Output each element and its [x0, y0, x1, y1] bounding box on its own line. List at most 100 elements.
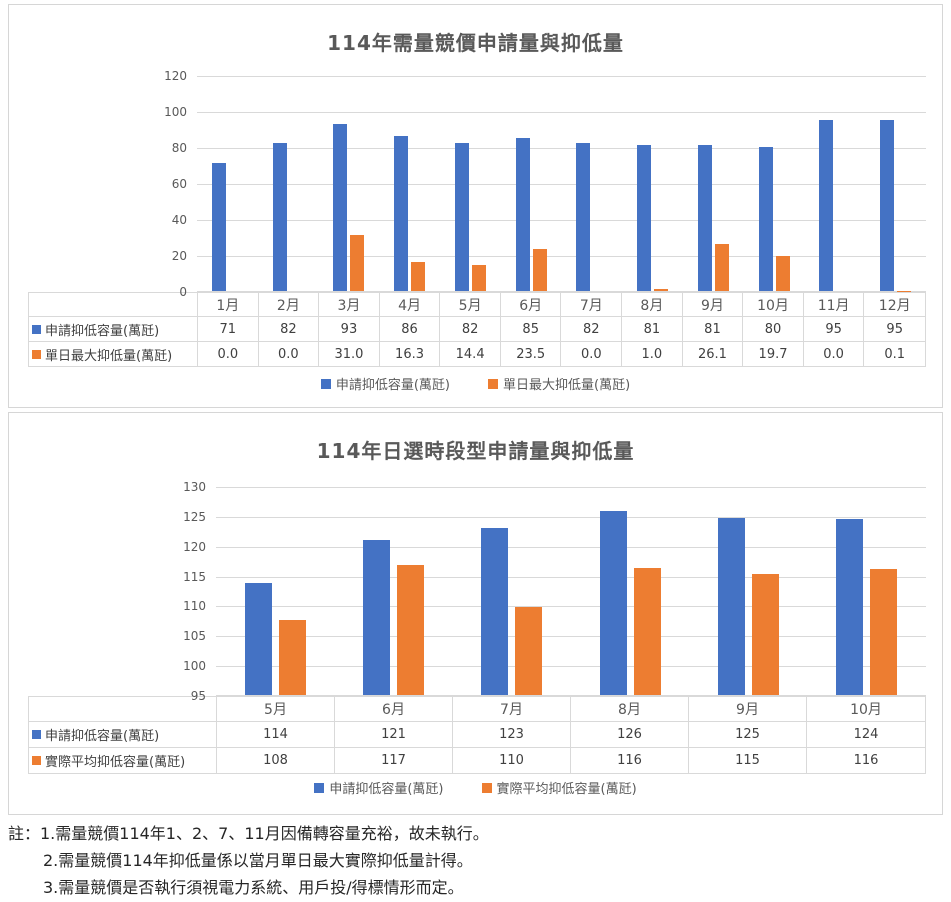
- bar-series2-5月: [471, 265, 486, 291]
- table-cell: 121: [335, 722, 453, 748]
- y-axis-tick-label: 40: [171, 213, 187, 227]
- series-name: 申請抑低容量(萬瓩): [45, 729, 160, 744]
- y-axis-tick-label: 100: [183, 659, 206, 674]
- table-cell: 14.4: [440, 342, 501, 366]
- bar-series2-10月: [775, 255, 790, 291]
- footnotes: 註：1.需量競價114年1、2、7、11月因備轉容量充裕，故未執行。 2.需量競…: [8, 820, 938, 901]
- y-axis-tick-label: 110: [183, 599, 206, 614]
- legend-key-icon: [320, 378, 331, 389]
- data-table: 5月 6月 7月 8月 9月 10月 申請抑低容量(萬瓩) 114 121 123 126 125 12…: [28, 696, 926, 774]
- bar-series1-9月: [697, 145, 712, 291]
- bar-series1-6月: [363, 539, 390, 695]
- table-cell: 19.7: [743, 342, 804, 366]
- table-row-label: 單日最大抑低量(萬瓩): [29, 342, 198, 366]
- table-cell: 0.0: [804, 342, 865, 366]
- table-cell: 80: [743, 317, 804, 342]
- table-cell: 110: [453, 748, 571, 773]
- bar-series1-8月: [599, 511, 627, 695]
- y-axis-tick-label: 0: [179, 285, 187, 299]
- bar-series1-5月: [454, 143, 469, 291]
- bar-series2-3月: [350, 235, 365, 291]
- table-cell: 114: [217, 722, 335, 748]
- y-axis-tick-label: 95: [190, 689, 206, 703]
- table-row-label: 申請抑低容量(萬瓩): [29, 317, 198, 342]
- table-cell: 108: [217, 748, 335, 773]
- legend-item: 單日最大抑低量(萬瓩): [488, 374, 630, 393]
- table-cell: 82: [440, 317, 501, 342]
- bar-series2-7月: [515, 606, 543, 695]
- table-cell: 86: [379, 317, 441, 342]
- gridline: [197, 76, 926, 77]
- table-cell: 85: [500, 317, 562, 342]
- legend-item: 實際平均抑低容量(萬瓩): [481, 778, 637, 797]
- bar-series1-2月: [272, 143, 287, 291]
- table-header-cell: 2月: [258, 293, 320, 317]
- table-cell: 0.0: [198, 342, 259, 366]
- gridline: [216, 576, 926, 578]
- series-name: 申請抑低容量(萬瓩): [45, 323, 160, 339]
- bar-series2-4月: [411, 261, 426, 291]
- y-axis-tick-label: 105: [183, 629, 206, 644]
- gridline: [216, 666, 926, 668]
- table-cell: 95: [864, 317, 925, 342]
- table-header-cell: 4月: [379, 293, 441, 317]
- table-cell: 93: [319, 317, 380, 342]
- data-table: 1月 2月 3月 4月 5月 6月 7月 8月 9月 10月 11月 12月 申請抑低容量(萬瓩) 71 8…: [28, 292, 926, 367]
- bar-series1-5月: [244, 582, 272, 695]
- bar-series2-6月: [397, 564, 424, 695]
- chart-legend: 申請抑低容量(萬瓩) 單日最大抑低量(萬瓩): [9, 374, 942, 393]
- gridline: [216, 516, 926, 518]
- y-axis-tick-label: 100: [164, 105, 187, 119]
- table-header-cell: 10月: [807, 697, 925, 722]
- chart-title: 114年日選時段型申請量與抑低量: [316, 439, 635, 463]
- table-header-cell: 9月: [682, 293, 744, 317]
- series-name: 實際平均抑低容量(萬瓩): [45, 755, 186, 770]
- bar-series1-7月: [481, 527, 509, 695]
- legend-label: 實際平均抑低容量(萬瓩): [496, 782, 637, 797]
- table-header-cell: 12月: [864, 293, 925, 317]
- bar-series1-6月: [515, 138, 530, 291]
- chart-title: 114年需量競價申請量與抑低量: [327, 31, 624, 55]
- gridline: [197, 112, 926, 113]
- legend-item: 申請抑低容量(萬瓩): [320, 374, 450, 393]
- gridline: [197, 148, 926, 149]
- plot-area: [197, 76, 926, 292]
- bar-series1-9月: [718, 517, 745, 695]
- table-cell: 31.0: [319, 342, 380, 366]
- bar-series2-6月: [532, 248, 547, 291]
- y-axis-tick-label: 80: [171, 141, 187, 155]
- y-axis-tick-label: 120: [164, 69, 187, 83]
- table-cell: 16.3: [380, 342, 441, 366]
- bar-series1-4月: [394, 136, 409, 291]
- table-header-cell: 11月: [803, 293, 865, 317]
- table-header-cell: 8月: [622, 293, 683, 317]
- bar-series2-10月: [870, 569, 898, 695]
- bar-series2-9月: [714, 244, 729, 291]
- table-cell: 0.1: [884, 346, 906, 362]
- plot-area: [216, 487, 926, 696]
- legend-key-icon: [488, 378, 498, 389]
- table-header-cell: 8月: [571, 697, 689, 722]
- table-header-cell: 5月: [440, 293, 501, 317]
- table-row-label: 申請抑低容量(萬瓩): [29, 722, 217, 748]
- table-cell: 71: [198, 317, 259, 342]
- y-axis-tick-label: 130: [183, 480, 206, 494]
- legend-label: 申請抑低容量(萬瓩): [335, 378, 450, 393]
- y-axis-tick-label: 20: [171, 249, 187, 263]
- bar-series1-8月: [637, 145, 652, 291]
- gridline: [216, 636, 926, 638]
- table-header-cell: 7月: [453, 697, 571, 722]
- table-row-label: 實際平均抑低容量(萬瓩): [29, 748, 217, 773]
- bar-series1-11月: [819, 120, 834, 291]
- legend-key-icon: [314, 782, 325, 793]
- table-cell: 1.0: [622, 342, 683, 366]
- bar-series1-3月: [333, 123, 348, 291]
- table-cell: 81: [682, 317, 744, 342]
- bar-series1-12月: [880, 120, 895, 291]
- table-header-cell: 10月: [743, 293, 804, 317]
- table-cell: 116: [853, 753, 879, 768]
- bar-series2-5月: [278, 619, 306, 695]
- table-header-cell: 6月: [335, 697, 453, 722]
- gridline: [197, 184, 926, 185]
- footnote-3: 3.需量競價是否執行須視電力系統、用戶投/得標情形而定。: [43, 878, 464, 897]
